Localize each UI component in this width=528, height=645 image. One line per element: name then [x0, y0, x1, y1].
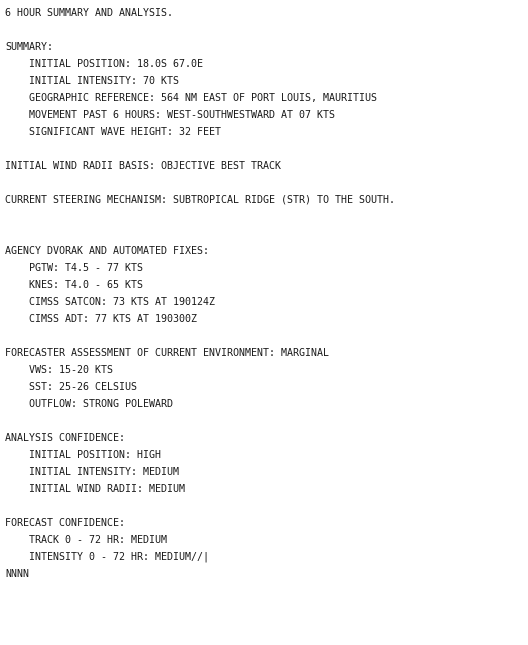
Text: INTENSITY 0 - 72 HR: MEDIUM//|: INTENSITY 0 - 72 HR: MEDIUM//|: [5, 552, 209, 562]
Text: ANALYSIS CONFIDENCE:: ANALYSIS CONFIDENCE:: [5, 433, 125, 443]
Text: OUTFLOW: STRONG POLEWARD: OUTFLOW: STRONG POLEWARD: [5, 399, 173, 409]
Text: SIGNIFICANT WAVE HEIGHT: 32 FEET: SIGNIFICANT WAVE HEIGHT: 32 FEET: [5, 127, 221, 137]
Text: AGENCY DVORAK AND AUTOMATED FIXES:: AGENCY DVORAK AND AUTOMATED FIXES:: [5, 246, 209, 256]
Text: FORECASTER ASSESSMENT OF CURRENT ENVIRONMENT: MARGINAL: FORECASTER ASSESSMENT OF CURRENT ENVIRON…: [5, 348, 329, 358]
Text: NNNN: NNNN: [5, 569, 29, 579]
Text: GEOGRAPHIC REFERENCE: 564 NM EAST OF PORT LOUIS, MAURITIUS: GEOGRAPHIC REFERENCE: 564 NM EAST OF POR…: [5, 93, 377, 103]
Text: INITIAL INTENSITY: 70 KTS: INITIAL INTENSITY: 70 KTS: [5, 76, 179, 86]
Text: INITIAL WIND RADII BASIS: OBJECTIVE BEST TRACK: INITIAL WIND RADII BASIS: OBJECTIVE BEST…: [5, 161, 281, 171]
Text: CIMSS SATCON: 73 KTS AT 190124Z: CIMSS SATCON: 73 KTS AT 190124Z: [5, 297, 215, 307]
Text: INITIAL WIND RADII: MEDIUM: INITIAL WIND RADII: MEDIUM: [5, 484, 185, 494]
Text: INITIAL POSITION: 18.0S 67.0E: INITIAL POSITION: 18.0S 67.0E: [5, 59, 203, 69]
Text: MOVEMENT PAST 6 HOURS: WEST-SOUTHWESTWARD AT 07 KTS: MOVEMENT PAST 6 HOURS: WEST-SOUTHWESTWAR…: [5, 110, 335, 120]
Text: PGTW: T4.5 - 77 KTS: PGTW: T4.5 - 77 KTS: [5, 263, 143, 273]
Text: TRACK 0 - 72 HR: MEDIUM: TRACK 0 - 72 HR: MEDIUM: [5, 535, 167, 545]
Text: 6 HOUR SUMMARY AND ANALYSIS.: 6 HOUR SUMMARY AND ANALYSIS.: [5, 8, 173, 18]
Text: INITIAL POSITION: HIGH: INITIAL POSITION: HIGH: [5, 450, 161, 460]
Text: FORECAST CONFIDENCE:: FORECAST CONFIDENCE:: [5, 518, 125, 528]
Text: CIMSS ADT: 77 KTS AT 190300Z: CIMSS ADT: 77 KTS AT 190300Z: [5, 314, 197, 324]
Text: KNES: T4.0 - 65 KTS: KNES: T4.0 - 65 KTS: [5, 280, 143, 290]
Text: VWS: 15-20 KTS: VWS: 15-20 KTS: [5, 365, 113, 375]
Text: INITIAL INTENSITY: MEDIUM: INITIAL INTENSITY: MEDIUM: [5, 467, 179, 477]
Text: SUMMARY:: SUMMARY:: [5, 42, 53, 52]
Text: SST: 25-26 CELSIUS: SST: 25-26 CELSIUS: [5, 382, 137, 392]
Text: CURRENT STEERING MECHANISM: SUBTROPICAL RIDGE (STR) TO THE SOUTH.: CURRENT STEERING MECHANISM: SUBTROPICAL …: [5, 195, 395, 205]
